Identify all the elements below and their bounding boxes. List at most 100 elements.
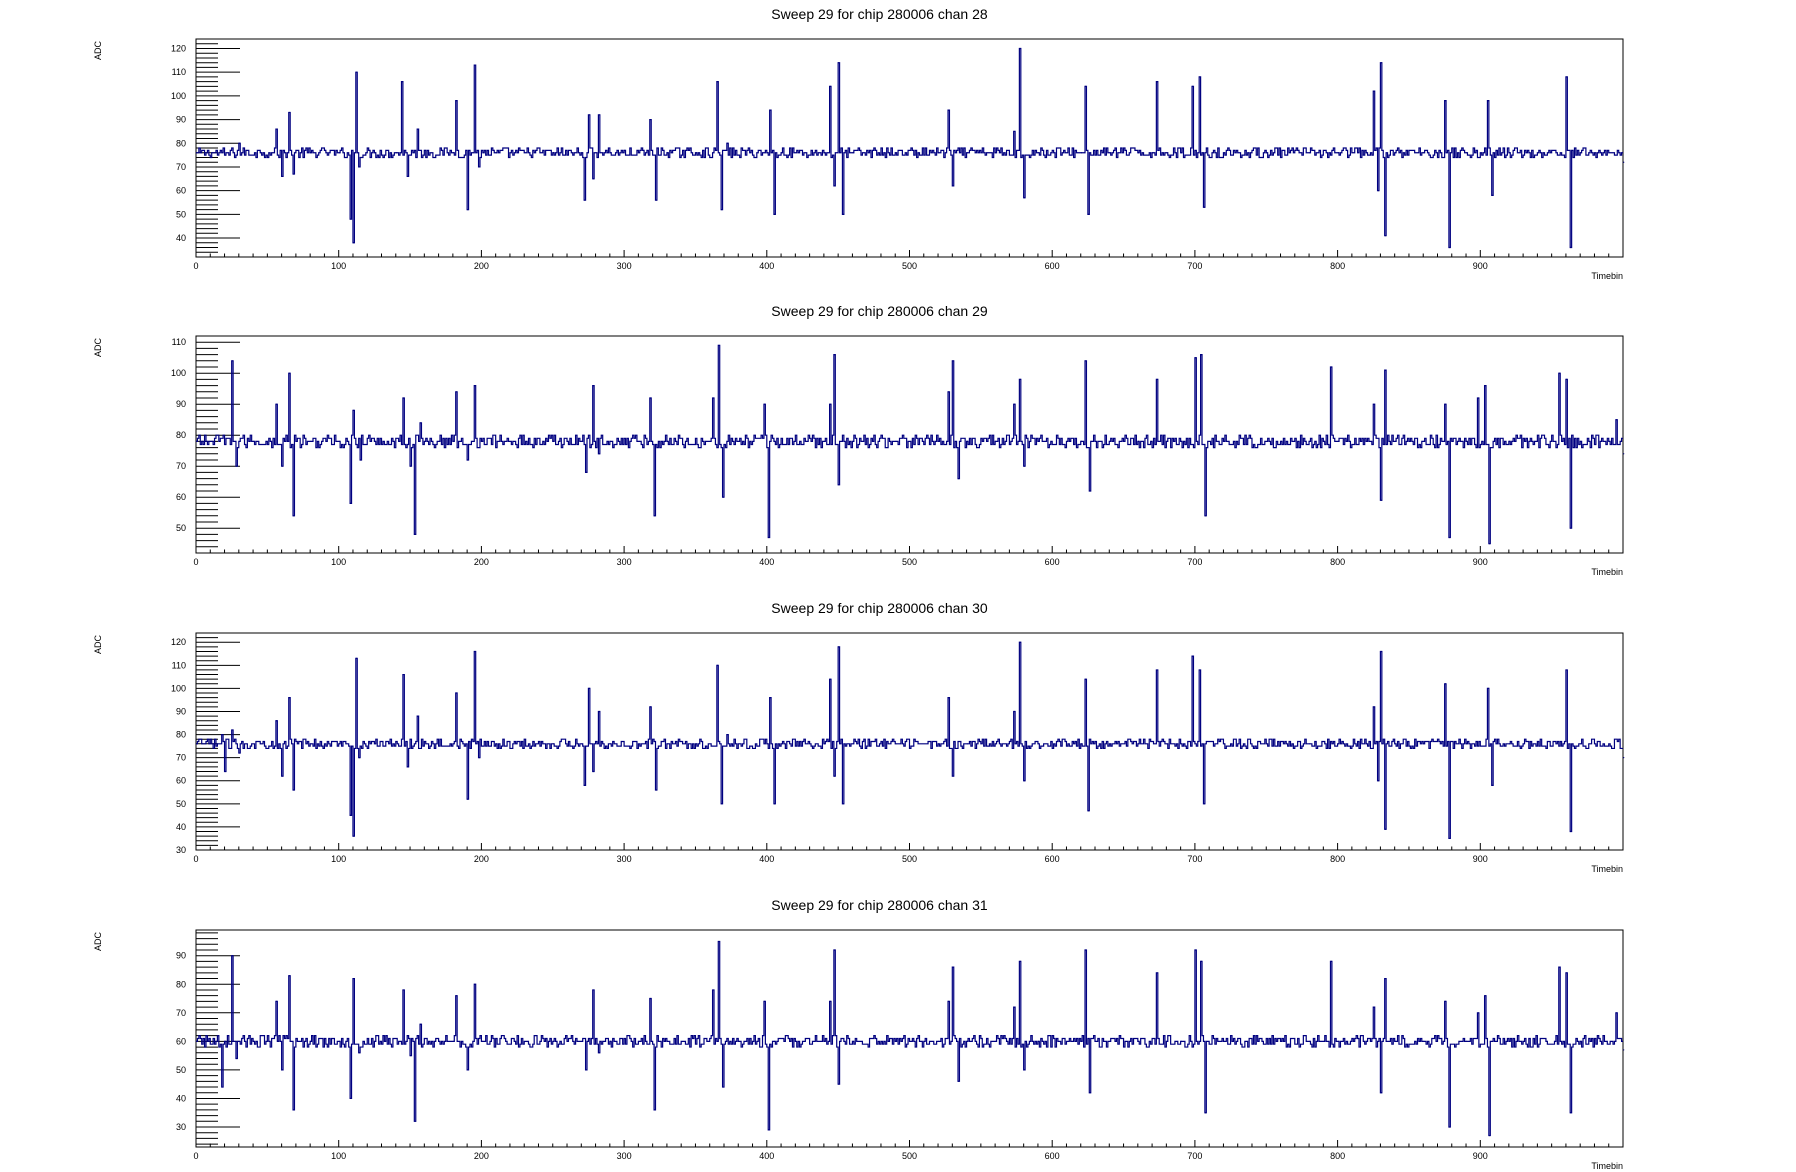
data-point bbox=[716, 664, 719, 666]
data-point bbox=[196, 152, 198, 154]
data-point bbox=[374, 743, 376, 745]
x-tick-label: 800 bbox=[1330, 854, 1345, 864]
data-point bbox=[1423, 440, 1425, 442]
data-point bbox=[823, 1040, 826, 1042]
x-tick-label: 500 bbox=[902, 854, 917, 864]
data-point bbox=[588, 114, 590, 116]
data-point bbox=[952, 775, 954, 777]
data-point bbox=[766, 743, 769, 745]
data-point bbox=[1449, 246, 1451, 249]
data-point bbox=[1200, 354, 1202, 356]
data-point bbox=[1166, 152, 1168, 154]
data-point bbox=[638, 440, 640, 442]
data-point bbox=[288, 372, 291, 374]
x-tick-label: 0 bbox=[193, 557, 198, 567]
data-point bbox=[716, 81, 719, 83]
data-point bbox=[833, 949, 836, 951]
data-point bbox=[1337, 743, 1339, 745]
data-point bbox=[842, 213, 844, 215]
data-point bbox=[649, 118, 652, 121]
data-point bbox=[722, 496, 724, 498]
y-tick-label: 30 bbox=[176, 845, 186, 855]
data-point bbox=[1109, 440, 1111, 442]
data-point bbox=[1038, 152, 1040, 154]
data-point bbox=[1566, 378, 1568, 380]
y-tick-label: 50 bbox=[176, 799, 186, 809]
data-point bbox=[310, 152, 312, 154]
data-point bbox=[667, 152, 669, 154]
data-point bbox=[355, 657, 358, 659]
y-tick-label: 70 bbox=[176, 1008, 186, 1018]
data-point bbox=[1615, 1012, 1618, 1014]
data-point bbox=[455, 391, 458, 393]
data-point bbox=[374, 152, 376, 154]
data-point bbox=[852, 1040, 854, 1042]
data-point bbox=[276, 1000, 278, 1002]
data-point bbox=[238, 752, 241, 754]
x-tick-label: 800 bbox=[1330, 1151, 1345, 1161]
data-point bbox=[1394, 1040, 1396, 1042]
y-axis-label: ADC bbox=[93, 635, 103, 655]
data-point bbox=[764, 403, 766, 405]
data-point bbox=[1156, 81, 1158, 83]
data-point bbox=[842, 803, 844, 805]
data-point bbox=[1366, 152, 1368, 154]
data-point bbox=[417, 715, 419, 717]
data-point bbox=[1192, 85, 1194, 87]
data-point bbox=[467, 209, 469, 211]
data-point bbox=[1089, 1092, 1091, 1094]
data-point bbox=[823, 152, 826, 154]
x-tick-label: 400 bbox=[759, 1151, 774, 1161]
data-point bbox=[852, 743, 854, 745]
data-point bbox=[721, 803, 723, 805]
data-point bbox=[1373, 1006, 1375, 1008]
data-point bbox=[1199, 76, 1201, 78]
data-point bbox=[474, 983, 476, 985]
data-point bbox=[1152, 152, 1154, 154]
data-point bbox=[1309, 440, 1311, 442]
data-point bbox=[1423, 743, 1425, 745]
data-point bbox=[452, 743, 455, 745]
data-point bbox=[552, 743, 555, 745]
data-point bbox=[833, 775, 836, 777]
y-axis-label: ADC bbox=[93, 338, 103, 358]
data-point bbox=[1337, 152, 1339, 154]
data-point bbox=[276, 720, 278, 722]
data-point bbox=[966, 1040, 968, 1042]
x-tick-label: 300 bbox=[617, 557, 632, 567]
data-point bbox=[1377, 190, 1379, 192]
data-point bbox=[276, 128, 278, 130]
data-point bbox=[638, 152, 640, 154]
data-point bbox=[1038, 743, 1040, 745]
data-point bbox=[1013, 1006, 1015, 1008]
data-point bbox=[420, 422, 422, 424]
data-point bbox=[995, 743, 997, 745]
data-point bbox=[338, 152, 341, 154]
data-point bbox=[1180, 743, 1182, 745]
data-point bbox=[231, 360, 233, 362]
data-point bbox=[584, 199, 586, 201]
data-point bbox=[1623, 1049, 1625, 1051]
data-point bbox=[224, 154, 226, 156]
data-point bbox=[401, 81, 403, 83]
data-point bbox=[768, 1129, 770, 1131]
data-point bbox=[481, 440, 483, 442]
data-point bbox=[467, 798, 469, 800]
data-point bbox=[410, 1055, 412, 1057]
data-point bbox=[288, 111, 291, 114]
data-point bbox=[1423, 1040, 1425, 1042]
data-point bbox=[995, 152, 997, 154]
data-point bbox=[410, 465, 412, 467]
data-point bbox=[774, 803, 776, 805]
x-axis-label: Timebin bbox=[1591, 864, 1623, 874]
data-point bbox=[649, 397, 652, 399]
data-point bbox=[221, 1086, 223, 1088]
data-point bbox=[948, 109, 950, 111]
data-point bbox=[1019, 641, 1021, 643]
y-tick-label: 100 bbox=[171, 91, 186, 101]
data-point bbox=[224, 1040, 226, 1042]
data-point bbox=[1373, 706, 1375, 708]
x-tick-label: 300 bbox=[617, 854, 632, 864]
y-tick-label: 120 bbox=[171, 43, 186, 53]
data-point bbox=[609, 152, 612, 154]
